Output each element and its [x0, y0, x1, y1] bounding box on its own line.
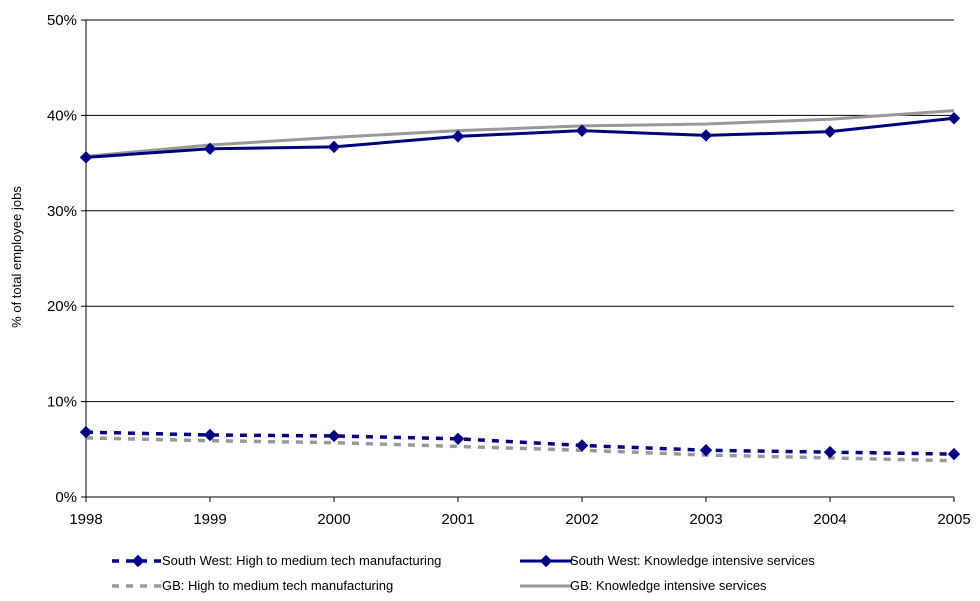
- data-point-marker: [575, 124, 589, 137]
- data-point-marker: [451, 130, 465, 143]
- data-point-marker: [699, 129, 713, 142]
- y-tick-label: 50%: [47, 12, 77, 29]
- x-tick-label: 2001: [441, 511, 474, 528]
- series-line: [85, 116, 955, 159]
- x-tick-label: 2003: [689, 511, 722, 528]
- data-point-marker: [823, 445, 837, 459]
- axes: 0% 10% 20% 30% 40% 50% 1998 1999 2000 2001 2002 200…: [47, 12, 971, 528]
- series-line: [85, 430, 955, 456]
- legend-label: South West: Knowledge intensive services: [570, 553, 815, 568]
- data-point-marker: [327, 429, 341, 443]
- data-point-marker: [79, 425, 93, 439]
- x-tick-label: 2000: [317, 511, 350, 528]
- legend-label: GB: Knowledge intensive services: [570, 578, 767, 593]
- series-line: [85, 109, 955, 158]
- gridlines: [86, 19, 954, 403]
- data-point-marker: [327, 140, 341, 154]
- series-line: [85, 436, 955, 463]
- data-point-marker: [539, 554, 553, 568]
- y-axis-label: % of total employee jobs: [9, 186, 24, 328]
- legend-item: GB: Knowledge intensive services: [520, 578, 767, 593]
- data-point-marker: [79, 151, 93, 164]
- legend-item: GB: High to medium tech manufacturing: [112, 578, 393, 593]
- data-point-marker: [947, 447, 961, 461]
- data-point-marker: [203, 142, 217, 155]
- y-tick-label: 20%: [47, 298, 77, 315]
- y-tick-label: 30%: [47, 203, 77, 220]
- legend-label: GB: High to medium tech manufacturing: [162, 578, 393, 593]
- legend: South West: High to medium tech manufact…: [112, 553, 815, 593]
- data-point-marker: [947, 112, 961, 125]
- series-lines: [79, 109, 961, 463]
- legend-item: South West: High to medium tech manufact…: [112, 553, 441, 568]
- x-tick-label: 1999: [193, 511, 226, 528]
- data-point-marker: [203, 428, 217, 442]
- y-tick-label: 10%: [47, 394, 77, 411]
- data-point-marker: [575, 439, 589, 452]
- y-tick-label: 40%: [47, 107, 77, 124]
- x-tick-label: 2004: [813, 511, 846, 528]
- x-tick-label: 1998: [69, 511, 102, 528]
- x-tick-label: 2005: [937, 511, 970, 528]
- x-tick-label: 2002: [565, 511, 598, 528]
- y-tick-label: 0%: [55, 489, 77, 506]
- data-point-marker: [699, 444, 713, 457]
- data-point-marker: [823, 125, 837, 138]
- legend-label: South West: High to medium tech manufact…: [162, 553, 441, 568]
- data-point-marker: [451, 432, 465, 446]
- data-point-marker: [131, 554, 145, 568]
- legend-item: South West: Knowledge intensive services: [520, 553, 815, 568]
